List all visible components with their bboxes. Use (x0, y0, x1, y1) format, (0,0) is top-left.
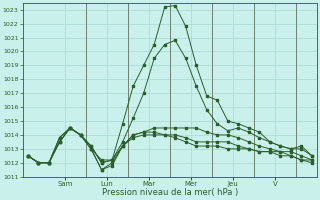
X-axis label: Pression niveau de la mer( hPa ): Pression niveau de la mer( hPa ) (102, 188, 238, 197)
